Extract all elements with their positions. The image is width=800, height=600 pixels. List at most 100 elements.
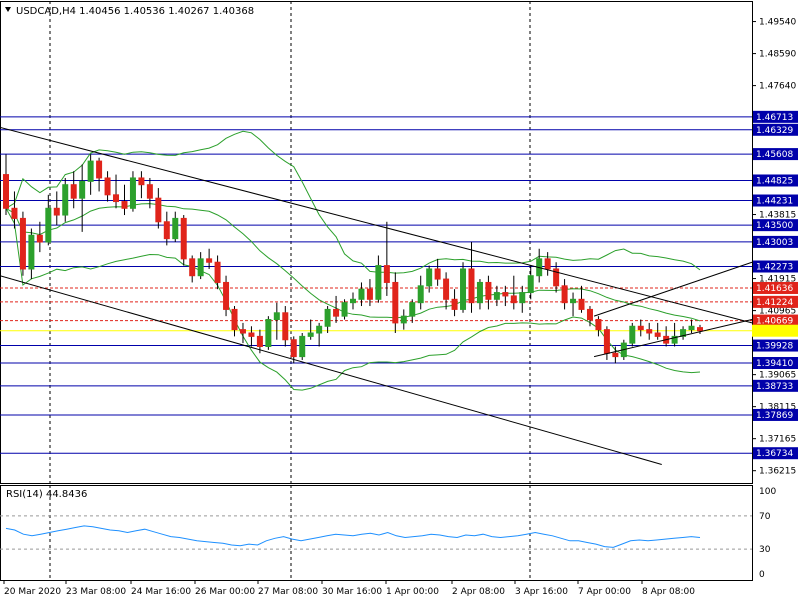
- rsi-line: [5, 525, 701, 548]
- level-price-label: 1.45608: [756, 150, 793, 160]
- level-price-box: [753, 339, 798, 352]
- candle-body: [307, 332, 314, 337]
- level-price-label: 1.40669: [756, 317, 793, 327]
- level-price-box: [753, 379, 798, 392]
- price-tick-label: 1.47640: [759, 82, 796, 92]
- candle-body: [510, 295, 517, 304]
- candle-body: [265, 319, 272, 347]
- candle-body: [189, 258, 196, 277]
- current-price-box: [752, 324, 798, 337]
- candle-body: [383, 265, 390, 283]
- candle-body: [316, 325, 323, 334]
- candle-body: [248, 332, 255, 337]
- price-tick-label: 1.48590: [759, 50, 796, 60]
- trend-line: [0, 126, 753, 324]
- candle-body: [451, 298, 458, 310]
- candle-body: [646, 329, 653, 334]
- level-price-label: 1.37869: [756, 411, 793, 421]
- level-price-box: [753, 281, 798, 294]
- level-price-label: 1.46713: [756, 113, 793, 123]
- candle-body: [11, 207, 18, 219]
- candle-body: [163, 221, 170, 240]
- price-tick-label: 1.39065: [759, 371, 796, 381]
- trend-line: [593, 319, 753, 358]
- level-price-box: [753, 194, 798, 207]
- candle-body: [129, 177, 136, 209]
- rsi-tick-label: 30: [759, 545, 771, 555]
- candle-body: [214, 261, 221, 283]
- trend-line: [593, 261, 753, 317]
- candle-body: [570, 298, 577, 304]
- candle-body: [155, 197, 162, 223]
- candle-body: [79, 180, 86, 199]
- level-price-box: [753, 174, 798, 187]
- price-tick-label: 1.40965: [759, 307, 796, 317]
- candle-body: [460, 268, 467, 310]
- candle-body: [426, 268, 433, 287]
- candle-body: [350, 298, 356, 304]
- price-tick-label: 1.37165: [759, 435, 796, 445]
- candle-body: [172, 217, 179, 240]
- x-tick-label: 27 Mar 08:00: [258, 587, 318, 597]
- rsi-tick-label: 100: [759, 487, 776, 497]
- level-price-box: [753, 408, 798, 421]
- candle-body: [197, 258, 204, 277]
- candle-body: [138, 177, 145, 186]
- collapse-triangle-icon: [5, 7, 11, 12]
- candle-body: [586, 308, 593, 321]
- level-price-label: 1.41636: [756, 284, 793, 294]
- candle-body: [493, 292, 500, 300]
- level-price-label: 1.44231: [756, 197, 793, 207]
- candle-body: [36, 234, 43, 243]
- level-price-label: 1.36734: [756, 449, 793, 459]
- level-price-box: [753, 123, 798, 136]
- candle-body: [654, 332, 661, 337]
- rsi-tick-label: 70: [759, 512, 771, 522]
- candle-body: [400, 315, 407, 324]
- candle-body: [223, 281, 230, 310]
- rsi-label: RSI(14) 44.8436: [6, 489, 87, 500]
- candle-body: [392, 281, 399, 324]
- candle-body: [358, 288, 365, 300]
- level-price-label: 1.43003: [756, 238, 793, 248]
- rsi-frame: [0, 485, 753, 581]
- bb-lower: [5, 208, 701, 391]
- bb-upper: [5, 130, 701, 274]
- level-price-label: 1.43500: [756, 221, 793, 231]
- candle-body: [70, 184, 77, 199]
- candle-body: [502, 292, 509, 297]
- level-price-label: 1.42273: [756, 263, 793, 273]
- x-tick-label: 26 Mar 00:00: [195, 587, 255, 597]
- chart-header: USDCAD,H4 1.40456 1.40536 1.40267 1.4036…: [16, 6, 254, 17]
- x-tick-label: 2 Apr 08:00: [452, 587, 505, 597]
- candle-body: [680, 329, 687, 337]
- candle-body: [519, 292, 526, 304]
- candle-body: [104, 177, 111, 196]
- price-tick-label: 1.49540: [759, 18, 796, 28]
- level-price-box: [753, 357, 798, 370]
- candle-body: [612, 352, 619, 358]
- level-price-box: [753, 295, 798, 308]
- candle-body: [409, 302, 416, 317]
- candle-body: [28, 234, 35, 270]
- level-price-box: [753, 235, 798, 248]
- candle-body: [282, 312, 289, 341]
- candle-body: [527, 275, 534, 294]
- candle-body: [146, 184, 153, 199]
- candle-body: [180, 217, 187, 260]
- candle-body: [595, 319, 602, 331]
- level-price-label: 1.39410: [756, 359, 793, 369]
- x-tick-label: 1 Apr 00:00: [386, 587, 439, 597]
- trend-line: [0, 275, 662, 465]
- candle-body: [333, 308, 340, 317]
- candle-body: [578, 298, 585, 310]
- candle-body: [366, 288, 373, 300]
- candle-body: [544, 258, 551, 270]
- x-tick-label: 30 Mar 16:00: [322, 587, 382, 597]
- level-price-label: 1.46329: [756, 126, 793, 136]
- candle-body: [87, 160, 94, 182]
- x-tick-label: 8 Apr 08:00: [642, 587, 695, 597]
- candle-body: [671, 335, 678, 344]
- candle-body: [273, 312, 280, 321]
- candle-body: [476, 281, 483, 304]
